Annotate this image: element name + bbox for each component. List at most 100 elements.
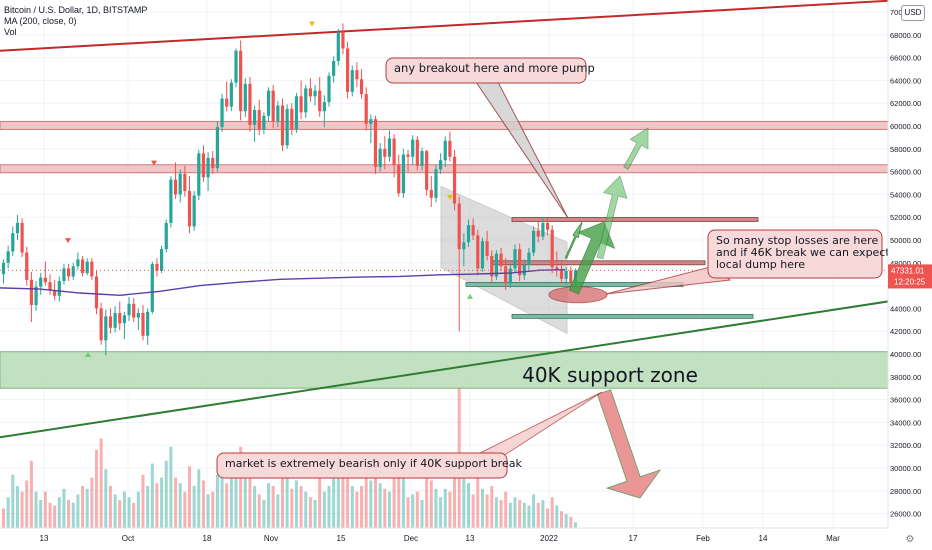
volume-bar	[462, 463, 466, 528]
candle-body	[201, 153, 206, 178]
volume-bar	[225, 483, 229, 528]
candle-body	[85, 261, 89, 274]
time-tick-label: 14	[759, 534, 768, 543]
candle	[211, 151, 215, 174]
candle	[411, 135, 415, 165]
candle-body	[415, 139, 419, 166]
volume-bar	[569, 516, 573, 528]
candle	[378, 143, 382, 172]
stop-loss-callout-text: So many stop losses are here	[716, 234, 878, 247]
green-trendline	[0, 300, 888, 439]
time-tick-label: 13	[40, 534, 49, 543]
settings-gear-icon[interactable]: ⚙	[906, 534, 915, 545]
volume-bar	[234, 469, 238, 528]
candle	[113, 306, 117, 333]
candle-body	[108, 316, 113, 328]
candle	[243, 78, 247, 117]
candle-body	[304, 88, 308, 113]
volume-bar	[25, 480, 29, 528]
candle	[201, 145, 206, 182]
ma-legend[interactable]: MA (200, close, 0)	[4, 16, 77, 26]
volume-bar	[90, 477, 94, 528]
volume-bar	[299, 486, 303, 528]
volume-bar	[508, 502, 512, 528]
candle-body	[76, 259, 80, 267]
candle	[457, 196, 461, 332]
candle	[499, 247, 503, 271]
candle-body	[290, 108, 294, 130]
signal-marker	[151, 160, 157, 166]
candle	[559, 261, 564, 284]
volume-bar	[550, 497, 554, 528]
price-tick-label: 64000.00	[890, 76, 921, 85]
symbol-title[interactable]: Bitcoin / U.S. Dollar, 1D, BITSTAMP	[4, 5, 148, 15]
candle-body	[248, 83, 252, 125]
volume-bar	[355, 491, 359, 528]
volume-bar	[141, 474, 145, 528]
volume-bar	[271, 486, 275, 528]
candle	[480, 237, 485, 272]
candle	[341, 23, 345, 55]
volume-bar	[276, 494, 280, 528]
pump-callout[interactable]: any breakout here and more pump	[385, 57, 595, 84]
volume-bar	[132, 502, 136, 528]
candle	[359, 69, 364, 99]
candle	[397, 154, 401, 197]
candle-body	[11, 233, 15, 252]
currency-button[interactable]: USD	[901, 5, 925, 21]
candle	[1, 259, 6, 284]
volume-bar	[104, 469, 108, 528]
candle	[146, 308, 150, 345]
candle	[108, 308, 113, 334]
candle-body	[62, 268, 66, 282]
candle-body	[406, 154, 410, 157]
time-tick-label: 18	[203, 534, 212, 543]
candle-body	[504, 266, 508, 284]
green-arrow	[564, 221, 583, 259]
bearish-callout[interactable]: market is extremely bearish only if 40K …	[216, 452, 522, 479]
candle	[234, 48, 238, 88]
candle-body	[346, 48, 350, 92]
time-tick-label: Oct	[122, 534, 135, 543]
volume-bar	[34, 491, 38, 528]
volume-bar	[434, 488, 438, 528]
candle-body	[364, 94, 368, 124]
volume-bar	[350, 486, 354, 528]
volume-legend[interactable]: Vol	[4, 27, 17, 37]
volume-bar	[239, 446, 243, 528]
volume-bar	[536, 502, 540, 528]
volume-bar	[220, 466, 224, 528]
candle	[118, 301, 122, 331]
candle	[197, 149, 201, 201]
volume-bar	[211, 491, 215, 528]
price-tick-label: 54000.00	[890, 190, 921, 199]
candle	[392, 133, 396, 178]
volume-bar	[332, 472, 336, 528]
candle	[34, 281, 38, 311]
green-arrow	[596, 175, 628, 260]
candle	[322, 95, 326, 128]
candle	[6, 245, 10, 269]
candle	[183, 165, 187, 197]
bearish-callout-text: market is extremely bearish only if 40K …	[225, 457, 522, 470]
candle	[462, 233, 466, 267]
volume-bar	[169, 446, 173, 528]
countdown-label: 12:20:25	[894, 277, 926, 286]
candle	[132, 298, 136, 323]
candle-body	[164, 222, 168, 250]
volume-bar	[85, 488, 89, 528]
candle-body	[532, 230, 536, 253]
candle	[513, 244, 517, 274]
candle	[85, 258, 89, 276]
volume-bar	[401, 474, 405, 528]
volume-bar	[53, 505, 57, 528]
volume-bar	[378, 483, 382, 528]
candle	[294, 92, 299, 133]
volume-bar	[81, 486, 85, 528]
signal-marker	[467, 293, 473, 299]
candle	[127, 297, 131, 321]
candle-body	[113, 312, 117, 328]
